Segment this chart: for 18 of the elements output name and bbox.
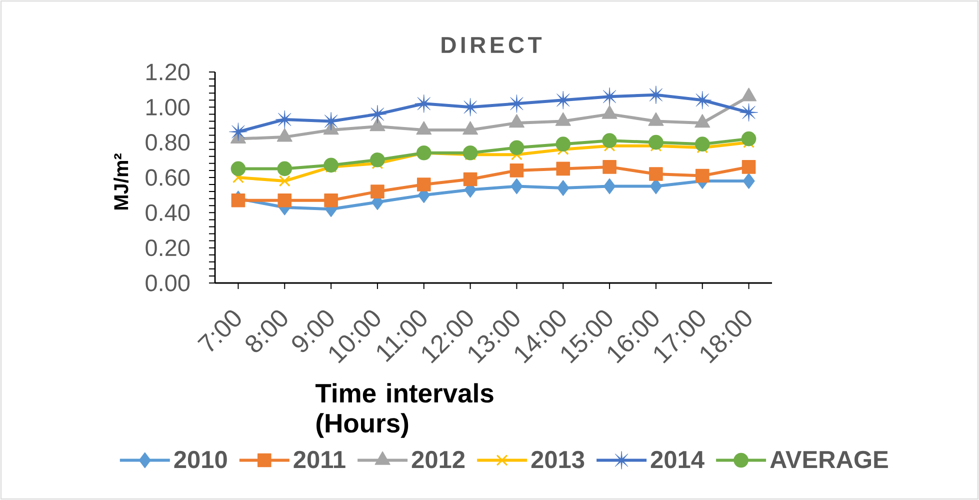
legend-label: 2012 — [412, 450, 465, 468]
y-tick-label: 0.40 — [146, 204, 190, 221]
x-tick-label: 7:00 — [197, 310, 241, 352]
legend-label: 2013 — [531, 450, 584, 468]
x-tick-label: 8:00 — [246, 310, 288, 352]
y-tick-label: 1.00 — [146, 98, 190, 116]
legend-label: 2011 — [294, 450, 346, 468]
y-axis-title: MJ/m² — [114, 154, 128, 210]
y-tick-label: 0.00 — [146, 274, 190, 292]
y-tick-label: 0.80 — [146, 134, 190, 151]
y-tick-label: 0.20 — [146, 240, 190, 256]
y-tick-label: 1.20 — [146, 64, 190, 80]
x-axis-title: Time intervals (Hours) — [316, 383, 494, 438]
legend-label: 2010 — [174, 450, 227, 468]
legend-label: 2014 — [650, 450, 704, 468]
chart-title: DIRECT — [442, 36, 542, 54]
legend-label: AVERAGE — [770, 450, 888, 468]
y-tick-label: 0.60 — [146, 169, 190, 186]
